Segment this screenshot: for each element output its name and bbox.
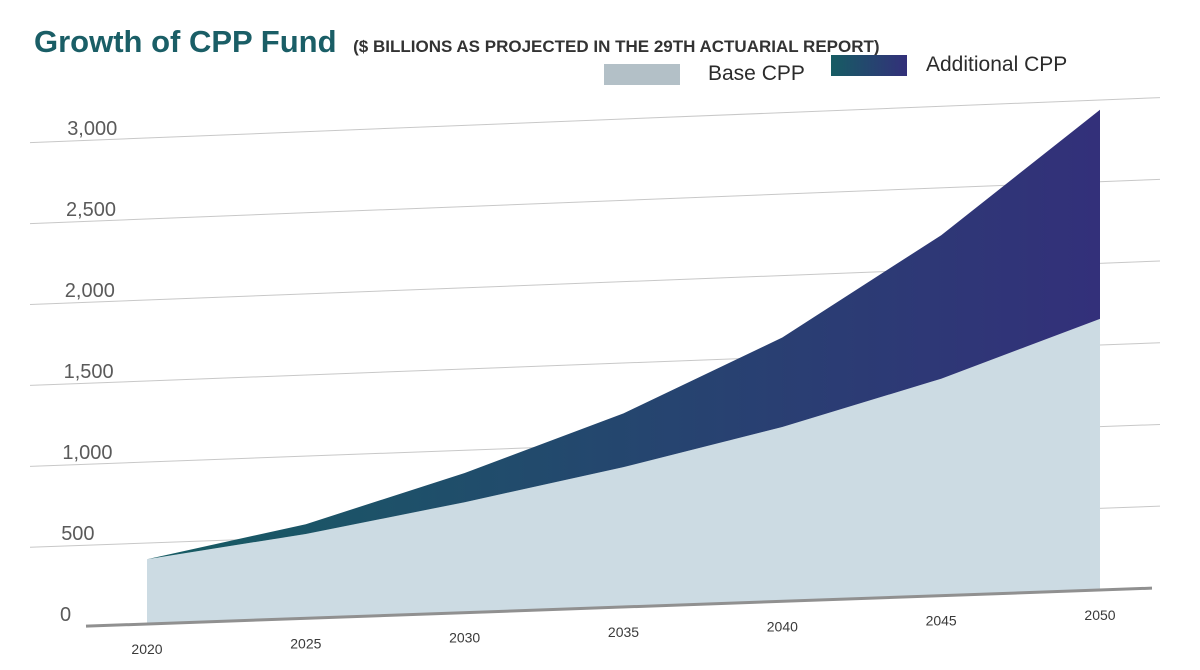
area-base-cpp	[147, 318, 1100, 624]
y-tick-label: 500	[61, 523, 94, 545]
y-tick-label: 1,500	[64, 361, 114, 383]
legend: Base CPP Additional CPP	[604, 53, 1067, 85]
y-tick-label: 1,000	[62, 442, 112, 464]
chart-title: Growth of CPP Fund ($ BILLIONS AS PROJEC…	[34, 24, 880, 59]
legend-label-additional-cpp: Additional CPP	[926, 53, 1067, 76]
y-tick-label: 2,500	[66, 199, 116, 221]
gridline	[29, 178, 1161, 225]
y-tick-label: 2,000	[65, 280, 115, 302]
y-axis-tick-labels: 0 500 1,000 1,500 2,000 2,500 3,000	[60, 118, 117, 626]
x-axis-tick-labels: 2020 2025 2030 2035 2040 2045 2050	[131, 607, 1115, 657]
gridline	[29, 97, 1161, 144]
x-tick-label: 2050	[1084, 607, 1115, 623]
plot-areas	[147, 109, 1100, 624]
legend-swatch-base-cpp	[604, 64, 680, 85]
legend-swatch-additional-cpp	[831, 55, 907, 76]
x-tick-label: 2035	[608, 624, 639, 640]
x-tick-label: 2020	[131, 641, 162, 657]
x-axis	[85, 586, 1153, 628]
x-axis-line	[85, 586, 1153, 628]
x-tick-label: 2040	[767, 618, 798, 634]
x-tick-label: 2045	[926, 613, 957, 629]
y-tick-label: 3,000	[67, 118, 117, 140]
legend-label-base-cpp: Base CPP	[708, 62, 805, 85]
x-tick-label: 2030	[449, 630, 480, 646]
x-tick-label: 2025	[290, 635, 321, 651]
chart-title-main: Growth of CPP Fund	[34, 24, 337, 59]
chart-subtitle: ($ BILLIONS AS PROJECTED IN THE 29TH ACT…	[353, 37, 879, 56]
area-additional-cpp	[147, 109, 1100, 560]
y-tick-label: 0	[60, 604, 71, 626]
